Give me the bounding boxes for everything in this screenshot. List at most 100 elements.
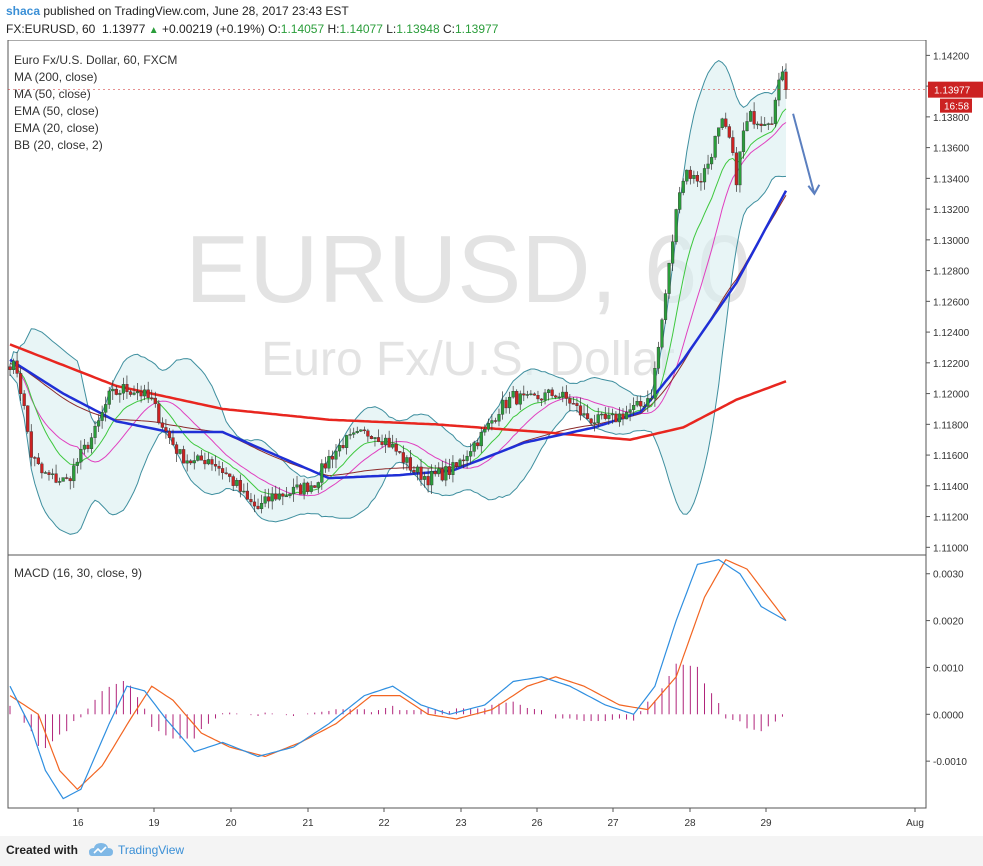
candle-body xyxy=(242,490,246,493)
candle-body xyxy=(33,457,37,459)
chart-header: shaca published on TradingView.com, June… xyxy=(0,0,983,40)
candle-body xyxy=(47,472,51,475)
candle-body xyxy=(43,472,48,474)
candle-body xyxy=(437,468,441,475)
candle-body xyxy=(348,434,352,436)
candle-body xyxy=(50,473,55,475)
candle-body xyxy=(267,496,271,502)
candle-body xyxy=(72,465,76,482)
open-value: 1.14057 xyxy=(280,22,325,36)
time-tick-label: 26 xyxy=(531,818,543,829)
low-value: 1.13948 xyxy=(396,22,440,36)
candle-body xyxy=(593,422,597,424)
candle-body xyxy=(692,175,696,179)
time-tick-label: 20 xyxy=(225,818,237,829)
candle-body xyxy=(245,490,250,500)
candle-body xyxy=(61,477,65,482)
candle-body xyxy=(22,393,26,406)
candle-body xyxy=(536,395,540,400)
candle-body xyxy=(150,397,154,399)
author-link[interactable]: shaca xyxy=(6,4,41,18)
candle-body xyxy=(678,192,682,210)
candle-body xyxy=(366,430,370,437)
candle-body xyxy=(153,397,157,404)
ema20-line xyxy=(9,108,787,496)
candle-body xyxy=(29,431,33,458)
candle-body xyxy=(327,456,331,469)
candle-body xyxy=(178,449,182,454)
created-with-text: Created with xyxy=(6,843,79,857)
candle-body xyxy=(756,123,760,126)
candle-body xyxy=(745,121,749,132)
candle-body xyxy=(504,399,508,409)
high-value: 1.14077 xyxy=(339,22,383,36)
candle-body xyxy=(671,241,675,264)
price-tick-label: 1.12200 xyxy=(933,359,970,370)
candle-body xyxy=(639,401,643,407)
macd-title: MACD (16, 30, close, 9) xyxy=(14,566,142,580)
candle-body xyxy=(486,423,490,430)
candle-body xyxy=(741,130,746,152)
bb-upper-line xyxy=(9,60,787,479)
candle-body xyxy=(720,118,724,128)
candle-body xyxy=(369,436,374,439)
candle-body xyxy=(525,394,529,396)
candle-body xyxy=(206,459,211,465)
arrow-head-icon xyxy=(807,184,821,196)
candle-body xyxy=(713,135,717,158)
price-tick-label: 1.11000 xyxy=(933,543,969,554)
candle-body xyxy=(564,391,568,399)
candle-body xyxy=(217,465,221,469)
candle-body xyxy=(15,360,19,374)
candle-body xyxy=(387,437,391,448)
candle-body xyxy=(458,459,462,467)
candle-body xyxy=(89,437,94,449)
time-tick-label: 29 xyxy=(760,818,772,829)
candle-body xyxy=(157,403,161,423)
candle-body xyxy=(164,427,168,432)
candle-body xyxy=(681,180,685,193)
macd-tick-label: -0.0010 xyxy=(933,757,967,768)
candle-body xyxy=(422,476,427,480)
candle-body xyxy=(724,118,728,127)
candle-body xyxy=(284,495,288,498)
last-price: 1.13977 xyxy=(102,22,146,36)
price-tick-label: 1.13000 xyxy=(933,236,970,247)
macd-signal-line xyxy=(9,558,787,791)
close-label: C: xyxy=(443,22,455,36)
candle-body xyxy=(759,123,763,126)
published-text: published on TradingView.com, June 28, 2… xyxy=(43,4,349,18)
candle-body xyxy=(624,411,629,420)
candle-body xyxy=(256,505,260,510)
candle-body xyxy=(334,450,338,460)
candle-body xyxy=(221,468,225,473)
candle-body xyxy=(135,391,140,394)
candle-body xyxy=(228,473,232,477)
up-triangle-icon: ▲ xyxy=(148,25,159,36)
candle-body xyxy=(752,111,756,125)
candle-body xyxy=(515,391,519,405)
watermark-symbol: EURUSD, 60 xyxy=(185,216,751,323)
candle-body xyxy=(185,460,189,464)
candle-body xyxy=(632,405,636,410)
bb-fill xyxy=(10,60,786,535)
candle-body xyxy=(717,127,721,137)
candle-body xyxy=(107,390,111,405)
candle-body xyxy=(663,293,668,320)
candle-body xyxy=(589,418,593,424)
price-tick-label: 1.12400 xyxy=(933,328,970,339)
candle-body xyxy=(518,393,522,405)
candle-body xyxy=(68,478,72,482)
candle-body xyxy=(277,493,281,500)
macd-histogram-group xyxy=(9,663,783,749)
candle-body xyxy=(685,169,689,182)
candle-body xyxy=(345,435,349,448)
high-label: H: xyxy=(327,22,340,36)
tradingview-link[interactable]: TradingView xyxy=(118,843,185,857)
ma50-line xyxy=(9,190,788,480)
candle-body xyxy=(490,420,494,424)
candle-body xyxy=(139,391,143,397)
candle-body xyxy=(252,501,257,507)
candle-body xyxy=(695,175,700,182)
